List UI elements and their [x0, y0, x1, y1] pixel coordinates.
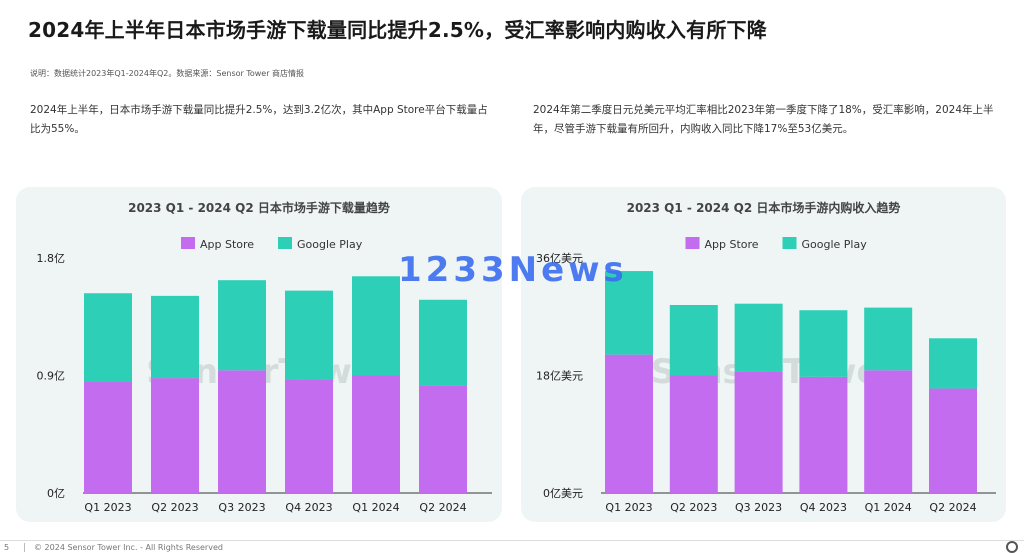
legend-swatch-google-play: [782, 237, 797, 249]
bar-google-play: [151, 295, 199, 379]
bar-app-store: [929, 388, 977, 493]
chart-title: 2023 Q1 - 2024 Q2 日本市场手游内购收入趋势: [627, 200, 901, 215]
x-tick-label: Q1 2023: [84, 501, 131, 514]
bar-app-store: [285, 379, 333, 493]
x-tick-label: Q4 2023: [800, 501, 847, 514]
bar-google-play: [352, 276, 400, 376]
x-tick-label: Q2 2023: [670, 501, 717, 514]
bar-google-play: [669, 305, 718, 376]
bar-app-store: [605, 354, 653, 493]
legend-swatch-google-play: [278, 237, 292, 249]
y-tick-label: 36亿美元: [536, 252, 583, 265]
y-tick-label: 0.9亿: [37, 370, 66, 383]
bar-app-store: [669, 375, 718, 493]
bar-app-store: [864, 370, 913, 493]
legend-swatch-app-store: [685, 237, 700, 249]
bar-app-store: [352, 375, 400, 493]
bar-app-store: [734, 371, 783, 493]
x-tick-label: Q1 2024: [865, 501, 912, 514]
watermark-overlay-text: 1233News: [398, 250, 628, 290]
bar-google-play: [285, 290, 333, 380]
bar-google-play: [799, 310, 848, 377]
x-tick-label: Q3 2023: [735, 501, 782, 514]
y-tick-label: 18亿美元: [536, 370, 583, 383]
x-tick-label: Q3 2023: [218, 501, 265, 514]
bar-app-store: [151, 378, 199, 493]
revenue-summary-paragraph: 2024年第二季度日元兑美元平均汇率相比2023年第一季度下降了18%，受汇率影…: [533, 104, 994, 135]
page-footer: 5 © 2024 Sensor Tower Inc. - All Rights …: [0, 540, 1024, 553]
x-tick-label: Q2 2024: [929, 501, 976, 514]
legend-label-google-play: Google Play: [802, 238, 868, 251]
download-summary-paragraph: 2024年上半年，日本市场手游下载量同比提升2.5%，达到3.2亿次，其中App…: [30, 104, 488, 135]
bar-google-play: [84, 293, 132, 383]
x-tick-label: Q4 2023: [285, 501, 332, 514]
sensor-tower-logo-icon: [1006, 541, 1018, 553]
x-tick-label: Q2 2023: [151, 501, 198, 514]
page-number: 5: [4, 543, 10, 552]
bar-google-play: [419, 299, 467, 386]
x-tick-label: Q1 2023: [605, 501, 652, 514]
copyright-text: © 2024 Sensor Tower Inc. - All Rights Re…: [34, 543, 223, 552]
page-headline: 2024年上半年日本市场手游下载量同比提升2.5%，受汇率影响内购收入有所下降: [28, 18, 767, 42]
bar-google-play: [864, 307, 913, 371]
bar-app-store: [419, 385, 467, 493]
x-tick-label: Q1 2024: [352, 501, 399, 514]
downloads-chart-panel: SensorTower 2023 Q1 - 2024 Q2 日本市场手游下载量趋势…: [16, 187, 502, 522]
footer-divider: [24, 543, 25, 552]
y-tick-label: 0亿: [47, 487, 65, 500]
legend-label-google-play: Google Play: [297, 238, 363, 251]
y-tick-label: 1.8亿: [37, 252, 66, 265]
bar-app-store: [84, 382, 132, 493]
data-source-note: 说明：数据统计2023年Q1-2024年Q2。数据来源：Sensor Tower…: [30, 69, 305, 78]
chart-title: 2023 Q1 - 2024 Q2 日本市场手游下载量趋势: [128, 200, 390, 215]
bar-google-play: [929, 338, 977, 389]
legend-label-app-store: App Store: [200, 238, 254, 251]
bar-google-play: [734, 303, 783, 372]
legend-label-app-store: App Store: [705, 238, 759, 251]
x-tick-label: Q2 2024: [419, 501, 466, 514]
bar-app-store: [218, 370, 266, 493]
y-tick-label: 0亿美元: [543, 487, 583, 500]
bar-google-play: [605, 271, 653, 355]
legend-swatch-app-store: [181, 237, 195, 249]
bar-app-store: [799, 376, 848, 493]
bar-google-play: [218, 280, 266, 371]
